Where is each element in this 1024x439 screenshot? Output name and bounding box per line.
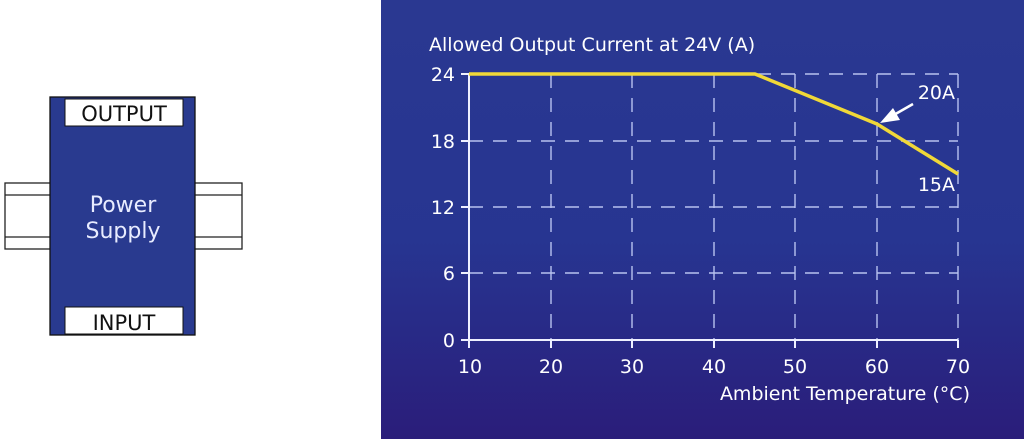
x-tick-20: 20 <box>539 356 563 378</box>
x-tick-70: 70 <box>946 356 970 378</box>
y-axis-labels: 24 18 12 6 0 <box>431 64 455 352</box>
x-tick-10: 10 <box>458 356 482 378</box>
x-tick-50: 50 <box>783 356 807 378</box>
din-rail-right <box>192 182 243 250</box>
input-terminal-box <box>64 306 184 335</box>
grid-lines <box>469 73 959 340</box>
output-label: OUTPUT <box>81 102 167 126</box>
chart-title: Allowed Output Current at 24V (A) <box>429 34 755 56</box>
derating-chart-panel: Allowed Output Current at 24V (A) <box>381 0 1024 439</box>
derating-chart: Allowed Output Current at 24V (A) <box>429 34 970 405</box>
output-terminal-box <box>64 98 184 127</box>
device-name-line1: Power <box>90 193 157 218</box>
y-tick-12: 12 <box>431 197 455 219</box>
x-axis-labels: 10 20 30 40 50 60 70 <box>458 356 970 378</box>
x-tick-60: 60 <box>865 356 889 378</box>
power-supply-body <box>49 96 196 336</box>
input-label: INPUT <box>93 311 156 335</box>
y-tick-0: 0 <box>443 330 455 352</box>
annotation-15a: 15A <box>918 174 955 196</box>
axes <box>461 73 959 348</box>
device-name-line2: Supply <box>86 219 161 244</box>
y-tick-24: 24 <box>431 64 455 86</box>
current-derating-line <box>469 72 959 176</box>
x-tick-30: 30 <box>620 356 644 378</box>
din-rail-power-supply-illustration: OUTPUT INPUT Power Supply <box>4 96 243 336</box>
din-rail-left <box>4 182 53 250</box>
annotation-arrow-icon <box>880 102 914 123</box>
power-supply-diagram: OUTPUT INPUT Power Supply <box>0 0 380 439</box>
x-axis-title: Ambient Temperature (°C) <box>720 383 970 405</box>
x-tick-40: 40 <box>702 356 726 378</box>
y-tick-18: 18 <box>431 131 455 153</box>
y-tick-6: 6 <box>443 263 455 285</box>
annotation-20a: 20A <box>918 82 955 104</box>
